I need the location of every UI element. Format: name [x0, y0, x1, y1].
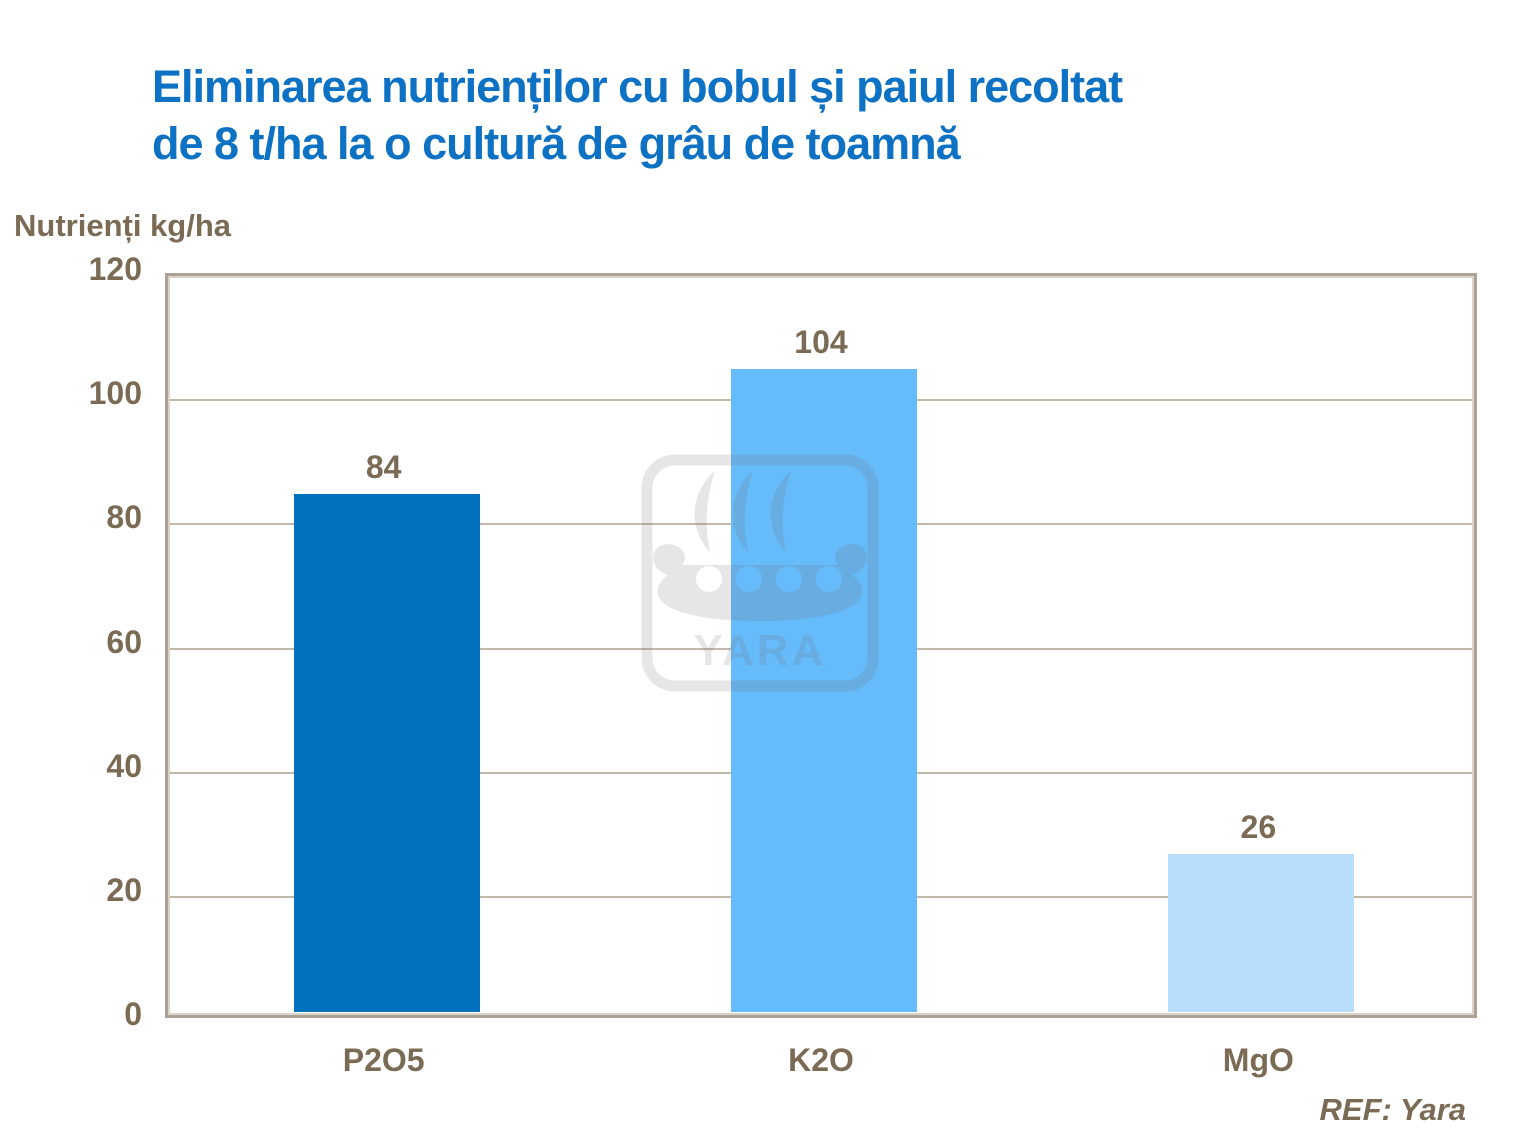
ref-source-label: REF: Yara: [1319, 1092, 1466, 1127]
watermark-wordmark: YARA: [694, 626, 827, 675]
y-axis-tick-label-120: 120: [88, 251, 142, 287]
chart-title: Eliminarea nutrienților cu bobul și paiu…: [152, 58, 1123, 172]
y-axis-tick-label-20: 20: [106, 871, 142, 908]
x-axis-tick-label-K2O: K2O: [788, 1042, 854, 1078]
hull-icon: [653, 544, 867, 621]
y-axis-tick-label-100: 100: [88, 375, 142, 412]
chart-title-line1: Eliminarea nutrienților cu bobul și paiu…: [152, 61, 1123, 112]
bar-K2O: [731, 369, 917, 1012]
bar-value-label-P2O5: 84: [365, 448, 402, 485]
sail-icon: [732, 471, 753, 553]
yara-ship-logo-icon: YARA: [641, 454, 879, 692]
y-axis-tick-label-40: 40: [106, 747, 142, 784]
bar-P2O5: [293, 493, 480, 1012]
x-axis-tick-label-P2O5: P2O5: [342, 1042, 425, 1078]
bar-value-label-K2O: 104: [794, 324, 848, 361]
sail-icon: [694, 471, 715, 553]
y-axis-tick-label-80: 80: [106, 499, 142, 536]
y-axis-title: Nutrienți kg/ha: [14, 208, 232, 243]
sail-icon: [770, 471, 791, 553]
y-axis-tick-label-0: 0: [124, 996, 142, 1032]
bar-MgO: [1168, 853, 1355, 1012]
y-axis-tick-label-60: 60: [106, 623, 142, 660]
x-axis-tick-label-MgO: MgO: [1222, 1042, 1294, 1078]
chart-title-line2: de 8 t/ha la o cultură de grâu de toamnă: [152, 118, 961, 169]
bar-value-label-MgO: 26: [1240, 808, 1277, 845]
plot-area: YARA: [165, 273, 1477, 1018]
